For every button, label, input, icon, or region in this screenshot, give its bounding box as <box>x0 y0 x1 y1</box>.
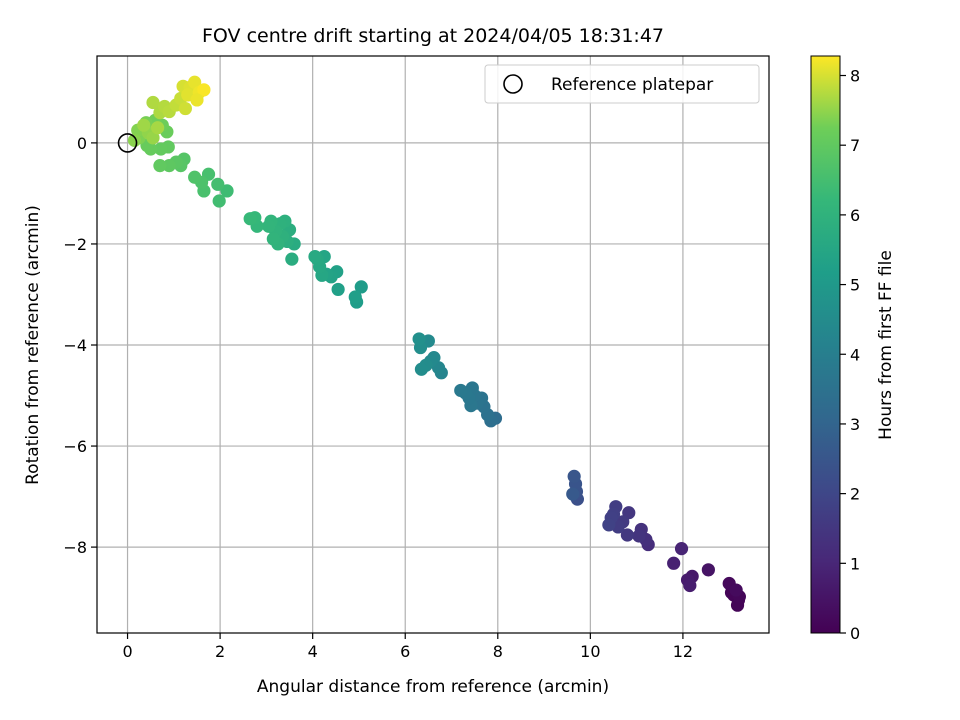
data-point <box>127 133 142 147</box>
y-tick-label: −4 <box>63 336 87 355</box>
legend: Reference platepar <box>484 64 760 104</box>
x-axis-label: Angular distance from reference (arcmin) <box>257 677 609 697</box>
data-point <box>566 487 580 501</box>
data-point <box>154 142 168 156</box>
data-point <box>212 194 226 208</box>
x-axis-ticks: 0 2 4 6 8 10 12 <box>122 633 693 661</box>
data-point <box>308 249 322 264</box>
data-point <box>262 219 276 233</box>
data-point <box>701 563 715 577</box>
legend-box <box>484 64 760 104</box>
data-point <box>151 121 165 135</box>
data-point <box>178 101 192 116</box>
data-point <box>331 282 345 297</box>
x-tick-label: 2 <box>215 642 225 661</box>
data-point <box>243 212 257 226</box>
data-point <box>729 583 743 597</box>
colorbar-gradient <box>810 55 841 634</box>
y-tick-label: −2 <box>63 235 87 254</box>
colorbar-tick-label: 2 <box>850 485 860 504</box>
data-point <box>414 362 429 376</box>
data-point <box>190 93 204 107</box>
y-axis-label: Rotation from reference (arcmin) <box>23 205 43 485</box>
legend-entry-reference: Reference platepar <box>551 75 713 95</box>
y-axis-ticks: 0 −2 −4 −6 −8 <box>63 134 97 557</box>
colorbar-tick-label: 0 <box>850 624 860 643</box>
y-tick-label: 0 <box>77 134 87 153</box>
reference-platepar-marker <box>117 133 138 153</box>
y-tick-label: −8 <box>63 538 87 557</box>
data-point <box>220 184 234 198</box>
data-point <box>146 95 160 110</box>
colorbar-tick-label: 6 <box>850 206 860 225</box>
data-point <box>674 542 689 556</box>
colorbar-tick-label: 8 <box>850 67 860 86</box>
data-point <box>602 518 616 532</box>
x-tick-label: 0 <box>122 642 132 661</box>
data-point <box>266 232 280 246</box>
grid-lines <box>97 56 769 633</box>
data-point <box>153 159 167 173</box>
x-tick-label: 10 <box>580 642 600 661</box>
data-point <box>620 528 634 542</box>
data-point <box>188 75 202 89</box>
data-point <box>354 280 368 294</box>
data-point <box>197 83 211 97</box>
data-point <box>412 332 426 346</box>
colorbar-ticks: 0 1 2 3 4 5 6 7 8 <box>840 67 860 643</box>
data-point <box>137 118 151 132</box>
x-tick-label: 12 <box>673 642 693 661</box>
data-point <box>683 578 697 593</box>
data-point <box>667 556 681 570</box>
colorbar: 0 1 2 3 4 5 6 7 8 Hours from first FF file <box>810 55 896 643</box>
data-point <box>454 383 468 398</box>
x-tick-label: 8 <box>493 642 503 661</box>
colorbar-tick-label: 5 <box>850 276 860 295</box>
chart-title: FOV centre drift starting at 2024/04/05 … <box>202 25 664 47</box>
colorbar-tick-label: 4 <box>850 345 860 364</box>
data-point <box>285 252 299 266</box>
legend-marker-icon <box>503 74 523 94</box>
x-tick-label: 6 <box>400 642 410 661</box>
y-tick-label: −6 <box>63 437 87 456</box>
colorbar-label: Hours from first FF file <box>876 250 896 440</box>
data-point <box>211 177 225 191</box>
data-point <box>188 170 202 184</box>
data-point <box>567 469 581 483</box>
data-point <box>162 159 176 173</box>
data-points <box>127 75 746 612</box>
data-point <box>146 131 160 145</box>
colorbar-tick-label: 3 <box>850 415 860 434</box>
colorbar-tick-label: 7 <box>850 136 860 155</box>
data-point <box>632 529 646 543</box>
data-point <box>348 290 362 304</box>
colorbar-tick-label: 1 <box>850 554 860 573</box>
x-tick-label: 4 <box>308 642 318 661</box>
